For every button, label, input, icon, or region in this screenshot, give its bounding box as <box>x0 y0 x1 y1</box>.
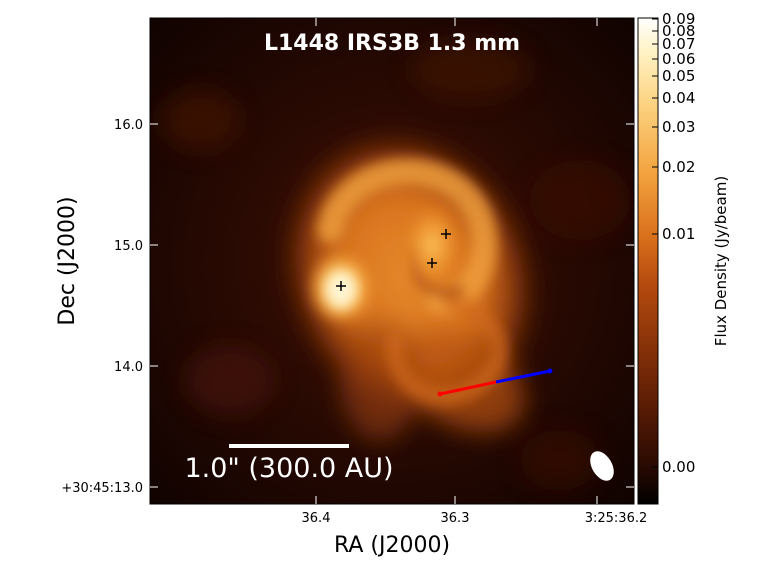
y-tick-label: 16.0 <box>114 118 143 133</box>
colorbar-tick: 0.07 <box>662 35 695 53</box>
image-title: L1448 IRS3B 1.3 mm <box>264 31 520 56</box>
x-axis-label: RA (J2000) <box>334 533 450 558</box>
source-west <box>404 205 460 285</box>
colorbar-label: Flux Density (Jy/beam) <box>712 176 730 346</box>
colorbar-gradient <box>637 17 659 505</box>
colorbar-tick: 0.08 <box>662 22 695 40</box>
outflow-blue-lobe <box>495 369 551 384</box>
marker-plus <box>336 281 346 291</box>
marker-plus <box>441 229 451 239</box>
image-panel: 1.0" (300.0 AU) L1448 IRS3B 1.3 mm <box>150 18 634 504</box>
spiral-arm <box>317 158 498 313</box>
y-tick-label: 14.0 <box>114 360 143 375</box>
x-tick-label: 3:25:36.2 <box>585 511 648 526</box>
colorbar-tick: 0.02 <box>662 158 695 176</box>
x-tick-label: 36.4 <box>302 511 331 526</box>
colorbar-tick: 0.03 <box>662 118 695 136</box>
colorbar-tick: 0.04 <box>662 89 695 107</box>
beam-ellipse <box>590 451 614 481</box>
axis-tick-marks <box>150 18 634 504</box>
source-markers <box>336 229 451 291</box>
colorbar-tick: 0.09 <box>662 10 695 28</box>
colorbar-tick: 0.00 <box>662 458 695 476</box>
colorbar-tick: 0.01 <box>662 225 695 243</box>
marker-plus <box>427 258 437 268</box>
y-tick-label: 15.0 <box>114 239 143 254</box>
colorbar-tick: 0.05 <box>662 67 695 85</box>
x-tick-label: 36.3 <box>441 511 470 526</box>
outflow-red-lobe <box>439 380 497 396</box>
colorbar-tick: 0.06 <box>662 50 695 68</box>
image-frame <box>149 17 635 505</box>
colorbar: 0.09 0.08 0.07 0.06 0.05 0.04 0.03 0.02 … <box>637 10 730 505</box>
y-tick-label: +30:45:13.0 <box>61 481 143 496</box>
y-axis-label: Dec (J2000) <box>55 196 80 325</box>
scale-bar-label: 1.0" (300.0 AU) <box>184 453 393 484</box>
